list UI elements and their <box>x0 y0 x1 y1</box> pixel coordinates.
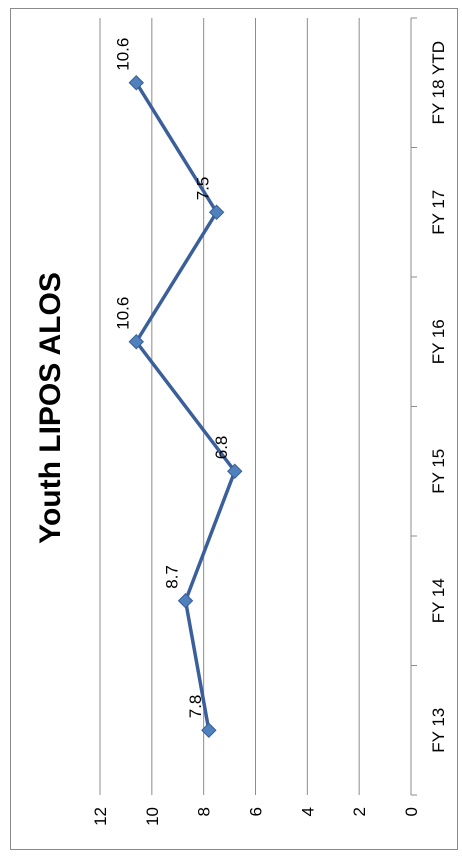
data-label: 8.7 <box>163 565 182 589</box>
x-tick-label: FY 14 <box>429 578 448 623</box>
chart-title: Youth LIPOS ALOS <box>34 272 67 544</box>
data-labels: 7.8 8.7 6.8 10.6 7.5 10.6 <box>113 38 230 719</box>
data-point-marker <box>177 593 194 609</box>
x-tick-label: FY 18 YTD <box>429 41 448 124</box>
series-line-path <box>134 81 237 731</box>
chart-frame <box>10 8 458 850</box>
y-tick-label: 6 <box>247 807 266 816</box>
data-point-marker <box>128 334 144 350</box>
data-label: 6.8 <box>212 436 231 460</box>
gridlines <box>99 18 360 795</box>
data-point-marker <box>227 463 243 479</box>
y-tick-label: 10 <box>143 807 162 826</box>
data-point-marker <box>128 75 144 91</box>
data-label: 7.8 <box>186 695 205 719</box>
y-tick-label: 8 <box>195 807 214 816</box>
data-point-marker <box>201 722 217 738</box>
data-label: 7.5 <box>194 177 213 201</box>
data-markers <box>128 75 243 738</box>
x-tick-label: FY 16 <box>429 319 448 364</box>
data-label: 10.6 <box>113 38 132 71</box>
y-tick-labels: 0 2 4 6 8 10 12 <box>91 807 421 826</box>
y-tick-label: 12 <box>91 807 110 826</box>
data-label: 10.6 <box>113 297 132 330</box>
x-tick-label: FY 17 <box>429 190 448 235</box>
y-tick-label: 0 <box>402 807 421 816</box>
data-point-marker <box>208 204 225 220</box>
x-tick-labels: FY 13 FY 14 FY 15 FY 16 FY 17 FY 18 YTD <box>429 41 448 753</box>
x-tick-label: FY 13 <box>429 708 448 753</box>
y-tick-label: 2 <box>350 807 369 816</box>
x-tick-label: FY 15 <box>429 449 448 494</box>
series-line <box>134 81 237 731</box>
axes <box>410 17 417 796</box>
y-tick-label: 4 <box>298 807 317 816</box>
